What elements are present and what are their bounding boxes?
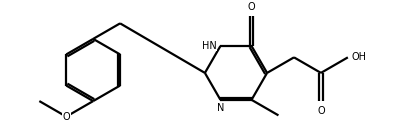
Text: O: O bbox=[248, 2, 256, 12]
Text: O: O bbox=[317, 106, 325, 116]
Text: OH: OH bbox=[352, 52, 367, 62]
Text: O: O bbox=[62, 112, 70, 122]
Text: N: N bbox=[217, 103, 224, 113]
Text: HN: HN bbox=[202, 41, 216, 51]
